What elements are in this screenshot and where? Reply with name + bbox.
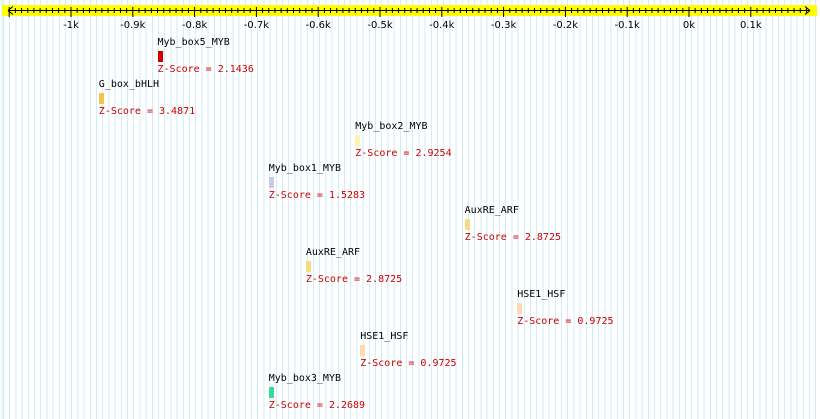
site-name: AuxRE_ARF xyxy=(305,247,361,258)
site-name: AuxRE_ARF xyxy=(464,205,519,216)
ruler-tick-label: -0.4k xyxy=(429,20,455,31)
site-marker[interactable] xyxy=(464,219,470,230)
site-name: HSE1_HSF xyxy=(360,331,409,342)
site-zscore: Z-Score = 1.5283 xyxy=(268,190,366,201)
site-marker[interactable] xyxy=(268,177,274,188)
ruler-tick-label: 0.1k xyxy=(740,20,762,31)
site-name: HSE1_HSF xyxy=(517,289,566,300)
ruler-tick-label: -0.3k xyxy=(491,20,517,31)
ruler-tick-label: -0.6k xyxy=(306,20,332,31)
ruler-tick-label: -0.1k xyxy=(615,20,641,31)
site-zscore: Z-Score = 2.1436 xyxy=(157,64,254,75)
site-marker[interactable] xyxy=(268,387,274,398)
site-zscore: Z-Score = 0.9725 xyxy=(517,316,614,327)
site-zscore: Z-Score = 0.9725 xyxy=(360,358,457,369)
site-marker[interactable] xyxy=(98,93,104,104)
ruler-tick-label: -0.5k xyxy=(367,20,393,31)
site-zscore: Z-Score = 2.2689 xyxy=(268,400,366,411)
site-zscore: Z-Score = 2.8725 xyxy=(305,274,403,285)
site-name: Myb_box2_MYB xyxy=(355,121,428,132)
site-marker[interactable] xyxy=(157,51,163,62)
position-ruler: -1k -0.9k -0.8k -0.7k -0.6k -0.5k -0.4k -0.3k -0… xyxy=(2,5,817,31)
site-marker[interactable] xyxy=(305,261,311,272)
site-name: G_box_bHLH xyxy=(98,79,160,90)
site-name: Myb_box3_MYB xyxy=(268,373,341,384)
ruler-tick-label: -0.7k xyxy=(244,20,270,31)
site-marker[interactable] xyxy=(360,345,366,356)
ruler-tick-label: -0.9k xyxy=(120,20,146,31)
site-zscore: Z-Score = 3.4871 xyxy=(98,106,196,117)
site-zscore: Z-Score = 2.9254 xyxy=(355,148,452,159)
site-marker[interactable] xyxy=(517,303,523,314)
ruler-tick-label: 0k xyxy=(683,20,695,31)
site-name: Myb_box5_MYB xyxy=(157,37,230,48)
ruler-tick-label: -1k xyxy=(63,20,79,31)
site-zscore: Z-Score = 2.8725 xyxy=(464,232,561,243)
site-marker[interactable] xyxy=(355,135,361,146)
ruler-tick-label: -0.8k xyxy=(182,20,208,31)
site-name: Myb_box1_MYB xyxy=(268,163,341,174)
ruler-right-arrow xyxy=(804,6,811,15)
ruler-tick-label: -0.2k xyxy=(553,20,579,31)
